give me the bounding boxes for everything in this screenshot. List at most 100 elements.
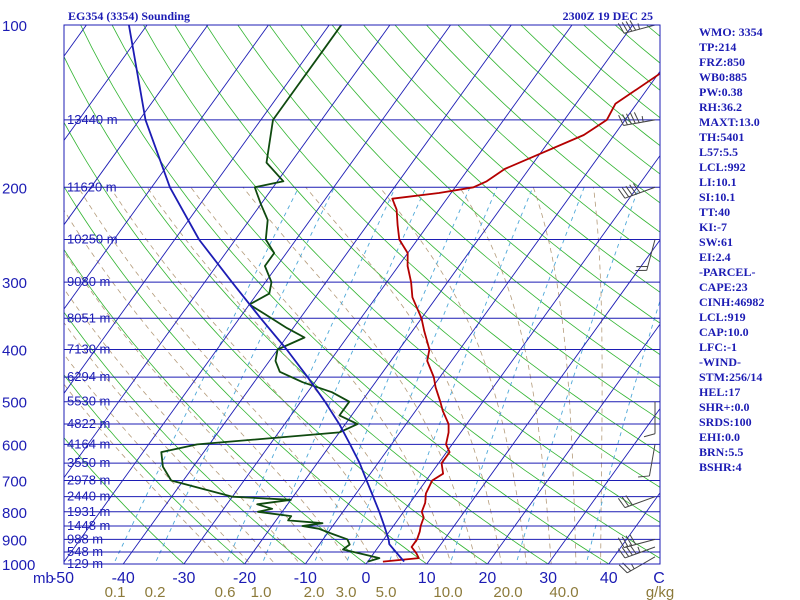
wind-barb (618, 112, 656, 126)
stat-line: TH:5401 (699, 130, 745, 144)
pressure-tick-label: 700 (2, 474, 27, 491)
pressure-tick-label: 100 (2, 18, 27, 35)
wind-barb (618, 556, 656, 574)
temperature-tick-label: -20 (233, 570, 256, 587)
dry-adiabat-1 (64, 374, 245, 564)
mixing-ratio-line-8 (515, 187, 640, 564)
chart-title: EG354 (3354) Sounding (68, 9, 190, 23)
pressure-tick-label: 900 (2, 532, 27, 549)
mixing-ratio-line-5 (345, 187, 498, 564)
stat-line: EHI:0.0 (699, 430, 741, 444)
stat-line: STM:256/14 (699, 370, 763, 384)
mixing-ratio-tick-label: 2.0 (304, 584, 325, 600)
moist-adiabat-15 (593, 187, 603, 564)
temperature-tick-label: 30 (539, 570, 557, 587)
isotherm-18 (487, 323, 660, 564)
stat-line: MAXT:13.0 (699, 115, 760, 129)
stat-line: BSHR:4 (699, 460, 742, 474)
parcel-line (128, 25, 405, 563)
moist-adiabat-13 (459, 187, 552, 564)
height-label: 7130 m (67, 342, 110, 357)
mixing-ratio-line-7 (449, 187, 585, 564)
wind-barbs (617, 20, 656, 574)
dry-adiabat-6 (64, 55, 549, 564)
isotherm-16 (365, 154, 660, 564)
stat-line: TP:214 (699, 40, 737, 54)
wind-barb (638, 444, 656, 478)
height-label: 1931 m (67, 504, 110, 519)
mixing-ratio-line-4 (313, 187, 471, 564)
stat-line: -WIND- (699, 355, 741, 369)
isotherm-19 (547, 407, 660, 564)
mixing-ratio-tick-label: 5.0 (376, 584, 397, 600)
height-label: 1448 m (67, 518, 110, 533)
mixing-ratio-line-1 (154, 187, 335, 564)
mixing-ratio-lines (113, 187, 660, 564)
stat-line: CAPE:23 (699, 280, 748, 294)
sounding-traces (128, 25, 660, 563)
height-label: 13440 m (67, 112, 118, 127)
height-label: 4822 m (67, 416, 110, 431)
temperature-tick-label: 40 (600, 570, 618, 587)
moist-adiabat-0 (64, 383, 227, 564)
wind-barb (617, 183, 656, 199)
stat-line: LCL:992 (699, 160, 746, 174)
moist-adiabat-2 (64, 322, 276, 564)
mixing-ratio-tick-label: 0.6 (215, 584, 236, 600)
isotherm-17 (426, 239, 660, 564)
mixing-ratio-tick-label: 0.1 (105, 584, 126, 600)
isotherm-9 (64, 25, 330, 395)
temperature-tick-label: -30 (172, 570, 195, 587)
stat-line: CAP:10.0 (699, 325, 749, 339)
temperature-tick-label: -10 (294, 570, 317, 587)
moist-adiabat-12 (379, 187, 527, 564)
isotherm-13 (183, 25, 573, 564)
height-label: 10250 m (67, 231, 118, 246)
pressure-tick-label: 600 (2, 437, 27, 454)
height-label: 5530 m (67, 394, 110, 409)
chart-time: 2300Z 19 DEC 25 (563, 9, 653, 23)
stat-line: TT:40 (699, 205, 731, 219)
moist-adiabat-8 (146, 187, 427, 564)
moist-adiabat-3 (64, 288, 301, 564)
height-label: 2978 m (67, 473, 110, 488)
mixing-ratio-tick-label: 0.2 (145, 584, 166, 600)
isotherm-8 (64, 25, 269, 310)
temperature-tick-label: 20 (479, 570, 497, 587)
height-label: 548 m (67, 544, 103, 559)
height-label: 3550 m (67, 455, 110, 470)
wind-barb (643, 401, 656, 438)
moist-adiabats (64, 187, 603, 564)
moist-adiabat-9 (190, 187, 452, 564)
isotherm-12 (122, 25, 512, 564)
temperature-tick-label: 10 (418, 570, 436, 587)
isotherm-15 (304, 70, 660, 564)
pressure-tick-label: 800 (2, 505, 27, 522)
stat-line: BRN:5.5 (699, 445, 744, 459)
height-label: 4164 m (67, 436, 110, 451)
stats-panel: WMO: 3354 TP:214 FRZ:850 WB0:885 PW:0.38 RH:3… (699, 25, 799, 475)
wind-barb (617, 544, 656, 559)
height-label: 6294 m (67, 369, 110, 384)
dry-adiabats (64, 25, 660, 564)
stat-line: KI:-7 (699, 220, 727, 234)
y-axis-label: mb (33, 570, 54, 587)
isotherm-7 (64, 25, 209, 226)
dry-adiabat-7 (80, 25, 610, 564)
stat-line: SI:10.1 (699, 190, 736, 204)
mixing-ratio-tick-label: 20.0 (493, 584, 522, 600)
mixing-ratio-line-6 (388, 187, 534, 564)
stat-line: RH:36.2 (699, 100, 742, 114)
height-label: 9080 m (67, 274, 110, 289)
temperature-tick-label: -40 (112, 570, 135, 587)
temperature-line (382, 72, 660, 563)
mixing-ratio-line-3 (261, 187, 427, 564)
stat-line: -PARCEL- (699, 265, 756, 279)
moist-adiabat-11 (305, 187, 502, 564)
isobars (64, 119, 660, 564)
stat-line: LI:10.1 (699, 175, 737, 189)
isotherm-11 (64, 25, 451, 563)
